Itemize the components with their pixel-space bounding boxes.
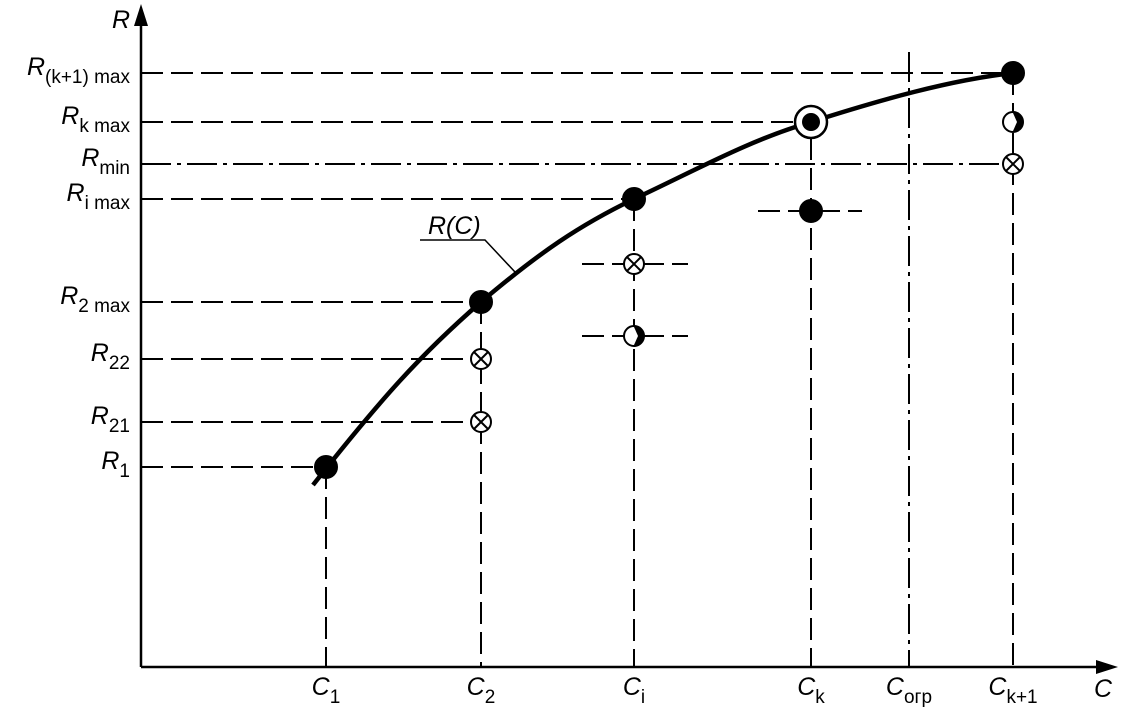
x-label: C1 (312, 673, 341, 708)
cross (473, 414, 489, 430)
markers (314, 61, 1025, 479)
cross (473, 351, 489, 367)
y-label: Ri max (67, 179, 131, 214)
y-label-base: R (60, 282, 78, 310)
ring-center (802, 113, 820, 131)
point (1001, 61, 1025, 85)
y-label-sub: 1 (119, 461, 130, 482)
y-label-sub: 21 (109, 416, 130, 437)
y-label-base: R (61, 102, 79, 130)
x-axis-label: C (1094, 675, 1113, 703)
y-label: R22 (91, 339, 130, 374)
y-label: R21 (91, 402, 130, 437)
y-label-base: R (101, 447, 119, 475)
x-label: C2 (467, 673, 496, 708)
x-label-base: C (886, 673, 905, 701)
y-label-sub: 2 max (78, 296, 130, 317)
point (799, 199, 823, 223)
x-label-sub: i (641, 687, 645, 708)
x-label-base: C (467, 673, 486, 701)
x-label-sub: k (815, 687, 825, 708)
y-label-base: R (81, 144, 99, 172)
x-label: Ck (797, 673, 825, 708)
x-label-base: C (312, 673, 331, 701)
y-label-base: R (27, 53, 45, 81)
x-arrow (1096, 660, 1118, 674)
curve-label: R(C) (428, 212, 481, 240)
x-label-base: C (988, 673, 1007, 701)
y-arrow (134, 4, 148, 26)
point (314, 455, 338, 479)
x-label-base: C (623, 673, 642, 701)
x-label-sub: 2 (485, 687, 496, 708)
x-label-base: C (797, 673, 816, 701)
x-label-sub: k+1 (1006, 687, 1037, 708)
guide-lines (141, 52, 1014, 667)
x-label-sub: 1 (330, 687, 341, 708)
y-label-sub: i max (85, 193, 131, 214)
y-label-sub: 22 (109, 353, 130, 374)
half-white (625, 327, 638, 345)
x-label-sub: огр (904, 687, 932, 708)
y-axis-label: R (112, 6, 130, 34)
cross (1005, 156, 1021, 172)
leader-line (420, 239, 516, 273)
y-label-sub: k max (79, 116, 130, 137)
x-label: Ci (623, 673, 645, 708)
special-markers (470, 111, 1024, 433)
y-label: Rmin (81, 144, 130, 179)
point (469, 290, 493, 314)
y-label: R2 max (60, 282, 130, 317)
y-label: R(k+1) max (27, 53, 131, 88)
y-label-base: R (91, 402, 109, 430)
dashed-guides (141, 72, 1014, 667)
x-label: Ck+1 (988, 673, 1037, 708)
y-label-base: R (67, 179, 85, 207)
y-label-sub: (k+1) max (45, 67, 130, 88)
y-label-sub: min (99, 158, 130, 179)
dash-dot-guides (141, 52, 1013, 667)
x-label: Cогр (886, 673, 932, 708)
half-white (1004, 113, 1017, 131)
axes (134, 4, 1118, 674)
y-label-base: R (91, 339, 109, 367)
point (622, 187, 646, 211)
y-label: Rk max (61, 102, 130, 137)
cross (626, 256, 642, 272)
y-label: R1 (101, 447, 130, 482)
